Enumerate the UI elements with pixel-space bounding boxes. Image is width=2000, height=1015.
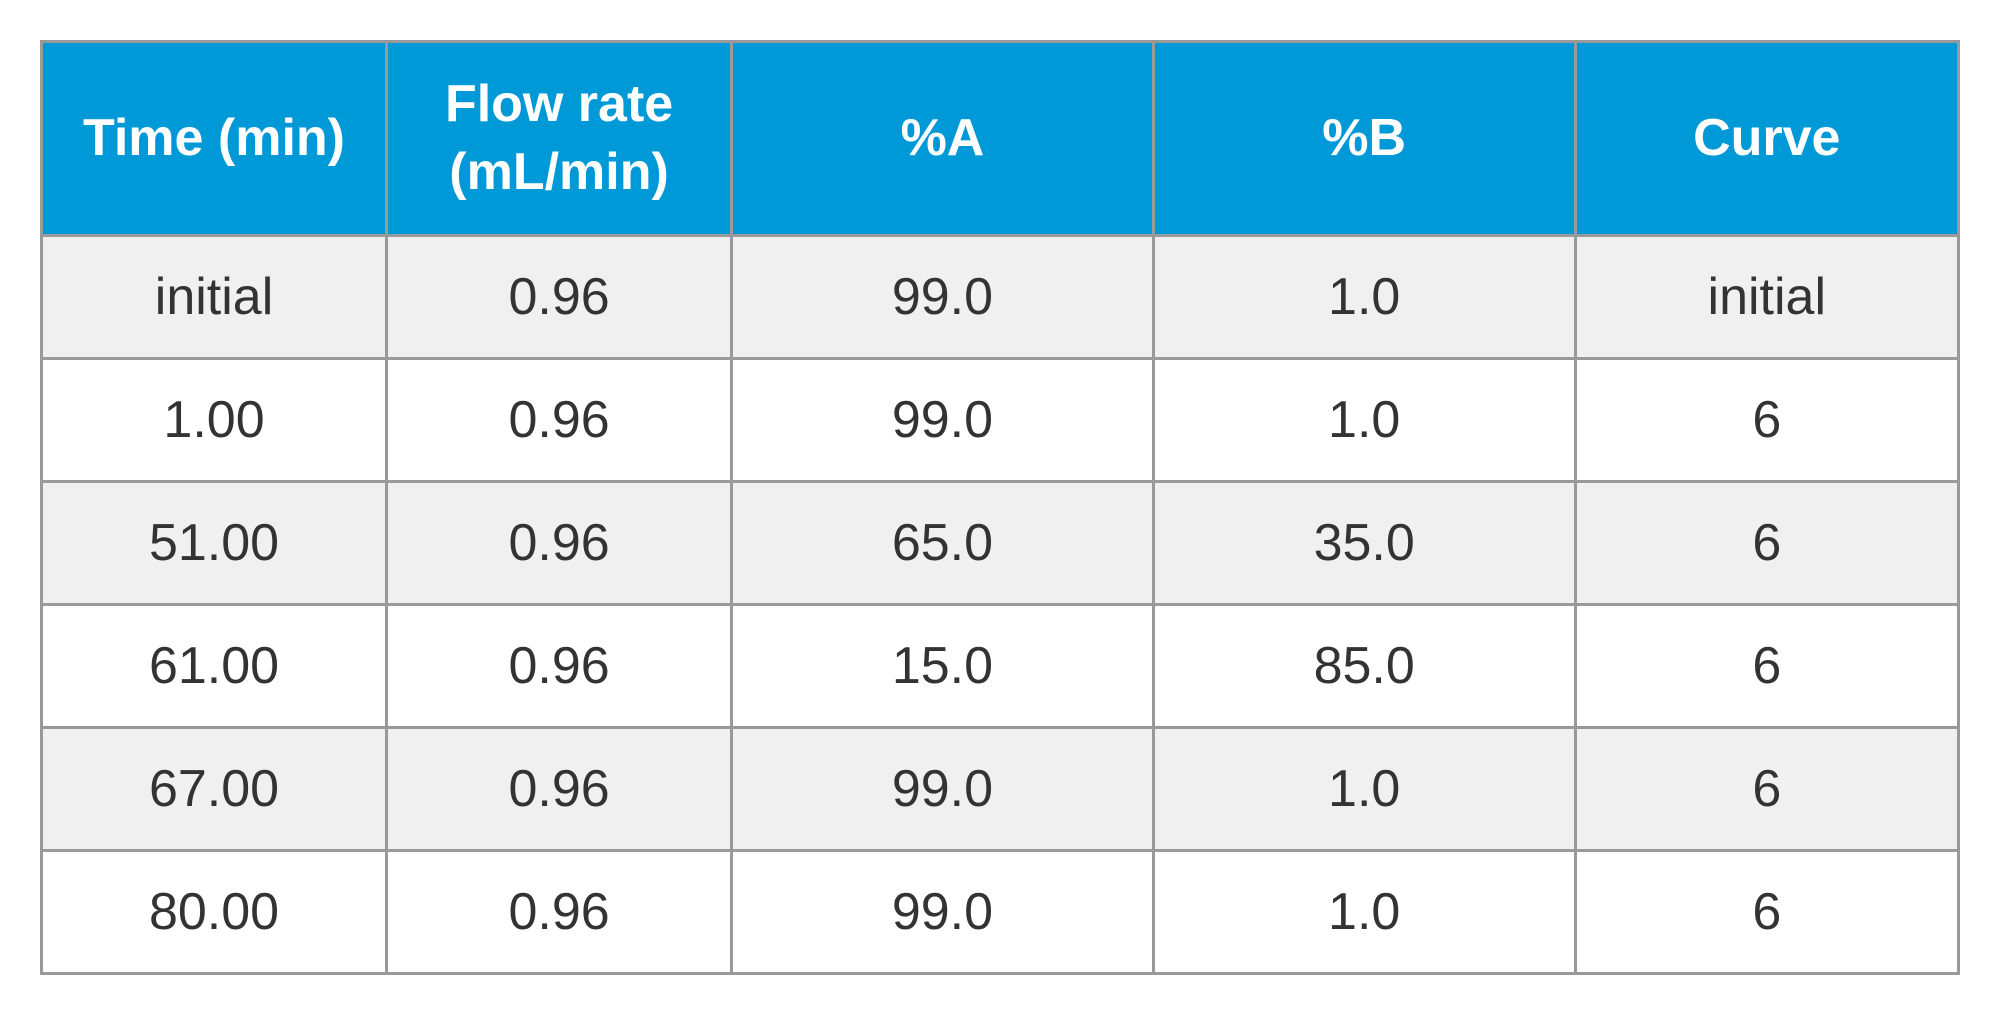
table-header: Time (min) Flow rate (mL/min) %A %B Curv…	[42, 42, 1959, 236]
cell-flow: 0.96	[387, 851, 732, 974]
cell-time: 61.00	[42, 605, 387, 728]
cell-pct-a: 65.0	[732, 482, 1154, 605]
cell-curve: 6	[1575, 728, 1958, 851]
header-pct-b: %B	[1153, 42, 1575, 236]
table-row: 80.00 0.96 99.0 1.0 6	[42, 851, 1959, 974]
table-row: 67.00 0.96 99.0 1.0 6	[42, 728, 1959, 851]
cell-time: 67.00	[42, 728, 387, 851]
cell-pct-a: 99.0	[732, 359, 1154, 482]
cell-curve: 6	[1575, 851, 1958, 974]
cell-flow: 0.96	[387, 728, 732, 851]
table-header-row: Time (min) Flow rate (mL/min) %A %B Curv…	[42, 42, 1959, 236]
cell-curve: 6	[1575, 605, 1958, 728]
cell-time: 51.00	[42, 482, 387, 605]
gradient-table: Time (min) Flow rate (mL/min) %A %B Curv…	[40, 40, 1960, 975]
header-curve: Curve	[1575, 42, 1958, 236]
header-time-label: Time (min)	[83, 109, 345, 167]
table-row: 1.00 0.96 99.0 1.0 6	[42, 359, 1959, 482]
cell-time: 80.00	[42, 851, 387, 974]
cell-curve: 6	[1575, 359, 1958, 482]
cell-flow: 0.96	[387, 482, 732, 605]
cell-pct-b: 1.0	[1153, 851, 1575, 974]
cell-pct-a: 99.0	[732, 728, 1154, 851]
cell-curve: 6	[1575, 482, 1958, 605]
table-body: initial 0.96 99.0 1.0 initial 1.00 0.96 …	[42, 236, 1959, 974]
header-pct-a: %A	[732, 42, 1154, 236]
header-curve-label: Curve	[1693, 109, 1840, 167]
cell-pct-a: 15.0	[732, 605, 1154, 728]
cell-pct-b: 1.0	[1153, 359, 1575, 482]
header-flow-label: Flow rate (mL/min)	[445, 75, 673, 201]
cell-pct-a: 99.0	[732, 851, 1154, 974]
cell-time: initial	[42, 236, 387, 359]
cell-time: 1.00	[42, 359, 387, 482]
table-row: 61.00 0.96 15.0 85.0 6	[42, 605, 1959, 728]
header-time: Time (min)	[42, 42, 387, 236]
table-row: 51.00 0.96 65.0 35.0 6	[42, 482, 1959, 605]
cell-flow: 0.96	[387, 236, 732, 359]
table-row: initial 0.96 99.0 1.0 initial	[42, 236, 1959, 359]
cell-flow: 0.96	[387, 605, 732, 728]
cell-pct-b: 35.0	[1153, 482, 1575, 605]
cell-pct-b: 1.0	[1153, 728, 1575, 851]
cell-pct-b: 1.0	[1153, 236, 1575, 359]
header-pct-a-label: %A	[901, 109, 985, 167]
cell-pct-a: 99.0	[732, 236, 1154, 359]
header-pct-b-label: %B	[1322, 109, 1406, 167]
cell-curve: initial	[1575, 236, 1958, 359]
cell-pct-b: 85.0	[1153, 605, 1575, 728]
header-flow: Flow rate (mL/min)	[387, 42, 732, 236]
cell-flow: 0.96	[387, 359, 732, 482]
